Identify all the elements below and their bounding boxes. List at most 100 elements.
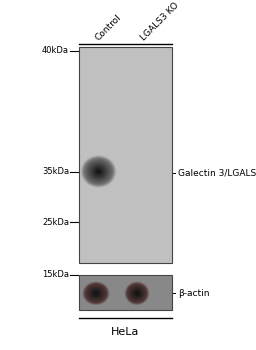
- Ellipse shape: [126, 283, 147, 303]
- Ellipse shape: [134, 290, 140, 296]
- Ellipse shape: [86, 160, 111, 183]
- Ellipse shape: [132, 288, 142, 298]
- Ellipse shape: [136, 292, 138, 295]
- Ellipse shape: [84, 159, 113, 184]
- Ellipse shape: [88, 286, 104, 300]
- Ellipse shape: [135, 292, 139, 295]
- Ellipse shape: [90, 288, 102, 299]
- Ellipse shape: [127, 284, 147, 303]
- Ellipse shape: [95, 168, 102, 175]
- Ellipse shape: [133, 290, 141, 297]
- Ellipse shape: [130, 287, 144, 300]
- Ellipse shape: [94, 168, 103, 175]
- Ellipse shape: [92, 166, 105, 177]
- Ellipse shape: [98, 171, 100, 172]
- Ellipse shape: [84, 283, 108, 304]
- Ellipse shape: [130, 286, 144, 301]
- Ellipse shape: [83, 282, 109, 305]
- Ellipse shape: [88, 161, 110, 182]
- Ellipse shape: [87, 286, 105, 301]
- Bar: [79, 275, 172, 310]
- Ellipse shape: [136, 292, 138, 295]
- Ellipse shape: [129, 286, 145, 301]
- Ellipse shape: [129, 286, 145, 301]
- Ellipse shape: [128, 285, 146, 302]
- Ellipse shape: [89, 287, 103, 299]
- Ellipse shape: [89, 163, 108, 180]
- Ellipse shape: [136, 293, 137, 294]
- Ellipse shape: [88, 286, 104, 301]
- Ellipse shape: [84, 283, 108, 304]
- Ellipse shape: [129, 285, 145, 301]
- Ellipse shape: [90, 163, 108, 180]
- Ellipse shape: [89, 287, 103, 300]
- Ellipse shape: [132, 289, 142, 298]
- Ellipse shape: [127, 284, 147, 303]
- Ellipse shape: [94, 292, 98, 295]
- Ellipse shape: [94, 292, 98, 295]
- Ellipse shape: [134, 290, 140, 296]
- Ellipse shape: [125, 282, 149, 305]
- Ellipse shape: [96, 169, 101, 174]
- Ellipse shape: [92, 290, 100, 296]
- Ellipse shape: [89, 287, 103, 299]
- Ellipse shape: [97, 170, 100, 173]
- Ellipse shape: [89, 163, 108, 180]
- Ellipse shape: [96, 169, 101, 174]
- Ellipse shape: [132, 289, 142, 298]
- Ellipse shape: [89, 287, 103, 300]
- Ellipse shape: [127, 284, 147, 303]
- Ellipse shape: [133, 290, 141, 297]
- Ellipse shape: [83, 158, 114, 186]
- Ellipse shape: [130, 287, 144, 300]
- Ellipse shape: [93, 291, 99, 296]
- Ellipse shape: [87, 286, 105, 301]
- Ellipse shape: [90, 288, 102, 298]
- Ellipse shape: [91, 289, 101, 298]
- Ellipse shape: [91, 165, 106, 178]
- Ellipse shape: [84, 159, 113, 184]
- Ellipse shape: [86, 285, 106, 302]
- Ellipse shape: [136, 293, 138, 294]
- Ellipse shape: [128, 285, 146, 302]
- Ellipse shape: [125, 282, 149, 305]
- Ellipse shape: [130, 287, 144, 300]
- Ellipse shape: [84, 283, 108, 303]
- Ellipse shape: [86, 285, 106, 302]
- Ellipse shape: [134, 291, 140, 296]
- Ellipse shape: [87, 285, 105, 301]
- Ellipse shape: [127, 284, 146, 302]
- Ellipse shape: [90, 163, 107, 180]
- Ellipse shape: [86, 160, 111, 183]
- Ellipse shape: [85, 284, 107, 303]
- Ellipse shape: [129, 286, 145, 301]
- Ellipse shape: [127, 284, 147, 303]
- Ellipse shape: [94, 168, 103, 175]
- Ellipse shape: [125, 282, 149, 304]
- Text: 25kDa: 25kDa: [42, 218, 69, 227]
- Ellipse shape: [87, 161, 111, 182]
- Ellipse shape: [92, 289, 100, 297]
- Ellipse shape: [88, 162, 109, 181]
- Ellipse shape: [90, 288, 102, 299]
- Ellipse shape: [86, 160, 111, 183]
- Ellipse shape: [90, 288, 102, 299]
- Ellipse shape: [135, 292, 138, 295]
- Ellipse shape: [85, 159, 112, 184]
- Ellipse shape: [98, 171, 99, 172]
- Ellipse shape: [132, 288, 142, 299]
- Ellipse shape: [136, 292, 138, 294]
- Ellipse shape: [95, 292, 97, 294]
- Ellipse shape: [94, 167, 103, 176]
- Ellipse shape: [134, 290, 140, 296]
- Ellipse shape: [94, 292, 98, 295]
- Ellipse shape: [90, 164, 107, 179]
- Ellipse shape: [84, 158, 113, 185]
- Ellipse shape: [94, 291, 98, 295]
- Ellipse shape: [86, 284, 106, 302]
- Ellipse shape: [87, 286, 105, 301]
- Ellipse shape: [89, 162, 109, 181]
- Ellipse shape: [87, 285, 105, 301]
- Ellipse shape: [82, 156, 115, 187]
- Ellipse shape: [90, 288, 102, 299]
